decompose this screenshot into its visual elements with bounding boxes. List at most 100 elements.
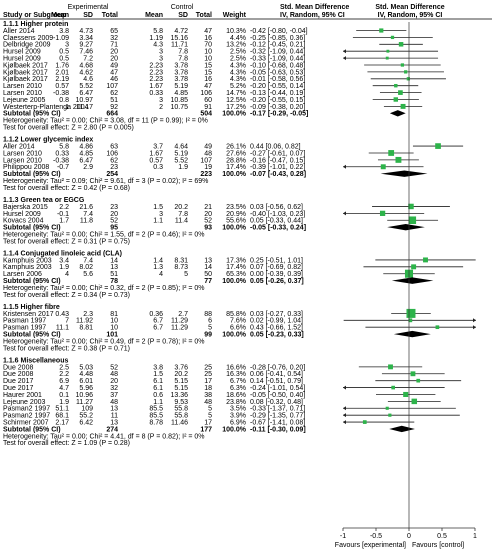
sd1-cell: 3.34 bbox=[79, 35, 93, 42]
mean1-cell: 51.1 bbox=[55, 406, 69, 413]
study-name: Due 2008 bbox=[3, 371, 33, 378]
x-axis: -1 -0.5 0 0.5 1 bbox=[340, 22, 477, 540]
effect-square bbox=[403, 391, 409, 398]
sd2-cell: 9.53 bbox=[174, 399, 188, 406]
total1-cell: 62 bbox=[110, 90, 118, 97]
effect-square bbox=[400, 103, 406, 109]
subtotal-label: Subtotal (95% CI) bbox=[3, 426, 61, 433]
mean1-cell: 0.57 bbox=[55, 83, 69, 90]
mean2-cell: 1.5 bbox=[153, 371, 163, 378]
effect-square bbox=[408, 216, 417, 225]
study-name: Delbridge 2009 bbox=[3, 42, 51, 49]
sd2-cell: 3.78 bbox=[174, 62, 188, 69]
effect-square bbox=[388, 364, 393, 370]
total2-cell: 70 bbox=[204, 42, 212, 49]
study-name: Kristensen 2017 bbox=[3, 311, 54, 318]
total1-cell: 47 bbox=[110, 69, 118, 76]
study-row: Pasman 1997 7 11.92 10 6.7 11.29 6 7.6% 0.02 [-0… bbox=[3, 318, 476, 325]
mean2-cell: 3.7 bbox=[153, 143, 163, 150]
smd-plot-subheader: IV, Random, 95% CI bbox=[378, 12, 443, 19]
total1-cell: 20 bbox=[110, 211, 118, 218]
ci-cell: 0.06 [-0.41, 0.54] bbox=[250, 371, 303, 378]
subtotal-total2: 99 bbox=[204, 332, 212, 339]
weight-cell: 65.3% bbox=[226, 271, 246, 278]
sd2-cell: 7.8 bbox=[178, 56, 188, 63]
total1-cell: 13 bbox=[110, 406, 118, 413]
overall-effect-text: Test for overall effect: Z = 0.38 (P = 0… bbox=[3, 345, 130, 352]
ci-arrow-right bbox=[473, 318, 476, 323]
table-header: Experimental Control Std. Mean Differenc… bbox=[0, 4, 492, 20]
axis-tick-label: -1 bbox=[340, 533, 346, 540]
effect-square bbox=[362, 420, 367, 424]
total1-cell: 62 bbox=[110, 157, 118, 164]
sd1-cell: 4.85 bbox=[79, 150, 93, 157]
ci-arrow-left bbox=[343, 420, 346, 425]
ci-arrow-left bbox=[343, 406, 346, 411]
study-name: Bajerska 2015 bbox=[3, 204, 48, 211]
weight-cell: 10.3% bbox=[226, 28, 246, 35]
mean2-cell: 1.5 bbox=[153, 204, 163, 211]
effect-square bbox=[394, 83, 398, 88]
sd2-cell: 11.4 bbox=[175, 218, 188, 225]
study-row: Due 2008 2.2 4.48 48 1.5 20.2 25 16.3% 0.06 [-0.… bbox=[3, 371, 445, 378]
subtotal-diamond bbox=[380, 170, 428, 177]
study-row: Pasman 1997 11.1 8.81 10 6.7 11.29 5 6.6% 0.43 [… bbox=[3, 325, 476, 332]
subtotal-row: Subtotal (95% CI) 274 177 100.0% -0.11 [-0.3… bbox=[3, 425, 415, 433]
total1-cell: 20 bbox=[110, 56, 118, 63]
ci-cell: -0.05 [-0.50, 0.40] bbox=[250, 392, 305, 399]
ci-cell: 0.03 [-0.56, 0.62] bbox=[250, 204, 303, 211]
total1-cell: 20 bbox=[110, 49, 118, 56]
total2-cell: 88 bbox=[204, 311, 212, 318]
study-name: Hursel 2009 bbox=[3, 49, 41, 56]
sd2-cell: 3.76 bbox=[174, 364, 188, 371]
ci-cell: 0.25 [-0.51, 1.01] bbox=[250, 257, 303, 264]
ci-cell: -0.10 [-0.68, 0.48] bbox=[250, 62, 305, 69]
weight-cell: 85.8% bbox=[226, 311, 246, 318]
ci-arrow-left bbox=[343, 56, 346, 61]
sd1-cell: 4.86 bbox=[79, 143, 93, 150]
total1-cell: 71 bbox=[110, 42, 118, 49]
total2-cell: 47 bbox=[204, 28, 212, 35]
mean2-cell: 1.1 bbox=[153, 218, 163, 225]
weight-cell: 16.6% bbox=[226, 364, 246, 371]
sd2-cell: 1.9 bbox=[178, 164, 188, 171]
study-name: Schirmer 2007 bbox=[3, 419, 49, 426]
total2-cell: 49 bbox=[204, 143, 212, 150]
study-row: Aller 2014 3.8 4.73 65 5.8 4.72 47 10.3% -0.42 [… bbox=[3, 28, 407, 35]
weight-cell: 4.3% bbox=[230, 76, 246, 83]
mean2-cell: 1.3 bbox=[153, 264, 163, 271]
study-row: Lejeune 2003 1.9 11.27 48 1.1 9.53 48 23.8% 0.08… bbox=[3, 398, 441, 406]
sd2-cell: 15.16 bbox=[170, 35, 188, 42]
sd1-cell: 6.42 bbox=[79, 419, 93, 426]
ci-arrow-left bbox=[343, 49, 346, 54]
sd2-cell: 10.75 bbox=[170, 104, 188, 111]
sd2-cell: 11.71 bbox=[171, 42, 188, 49]
effect-square bbox=[423, 257, 428, 263]
sd1-cell: 7.4 bbox=[83, 211, 93, 218]
total2-cell: 38 bbox=[204, 392, 212, 399]
study-name: Pasman 1997 bbox=[3, 325, 46, 332]
overall-effect-text: Test for overall effect: Z = 0.31 (P = 0… bbox=[3, 238, 130, 245]
effect-square bbox=[380, 164, 386, 170]
subgroup-title: 1.1.6 Miscellaneous bbox=[3, 357, 68, 364]
weight-cell: 3.5% bbox=[230, 406, 246, 413]
total1-cell: 10 bbox=[110, 325, 118, 332]
sd2-cell: 5.19 bbox=[174, 83, 188, 90]
subgroup-title: 1.1.5 Higher fibre bbox=[3, 304, 60, 311]
ci-cell: -0.29 [-1.35, 0.77] bbox=[250, 413, 305, 420]
study-row: Philippou 2008 -0.7 2.9 23 0.3 1.9 19 17.4% -0.3… bbox=[3, 164, 424, 171]
mean2-cell: 3 bbox=[159, 49, 163, 56]
subtotal-total2: 504 bbox=[200, 111, 212, 118]
sd1-cell: 2.3 bbox=[83, 311, 93, 318]
mean2-header: Mean bbox=[145, 12, 163, 19]
study-row: Due 2017 6.9 6.01 20 6.1 5.15 17 6.7% 0.14 [-0.5… bbox=[3, 378, 462, 385]
subtotal-total1: 254 bbox=[106, 171, 118, 178]
subgroup-title: 1.1.4 Conjugated linoleic acid (CLA) bbox=[3, 250, 122, 257]
sd1-cell: 9.27 bbox=[79, 42, 93, 49]
study-name: Larsen 2010 bbox=[3, 150, 42, 157]
total1-cell: 81 bbox=[110, 311, 118, 318]
heterogeneity-text: Heterogeneity: Tau² = 0.00; Chi² = 0.49,… bbox=[3, 338, 205, 345]
ci-cell: -0.39 [-1.01, 0.22] bbox=[250, 164, 305, 171]
weight-cell: 55.6% bbox=[226, 218, 246, 225]
